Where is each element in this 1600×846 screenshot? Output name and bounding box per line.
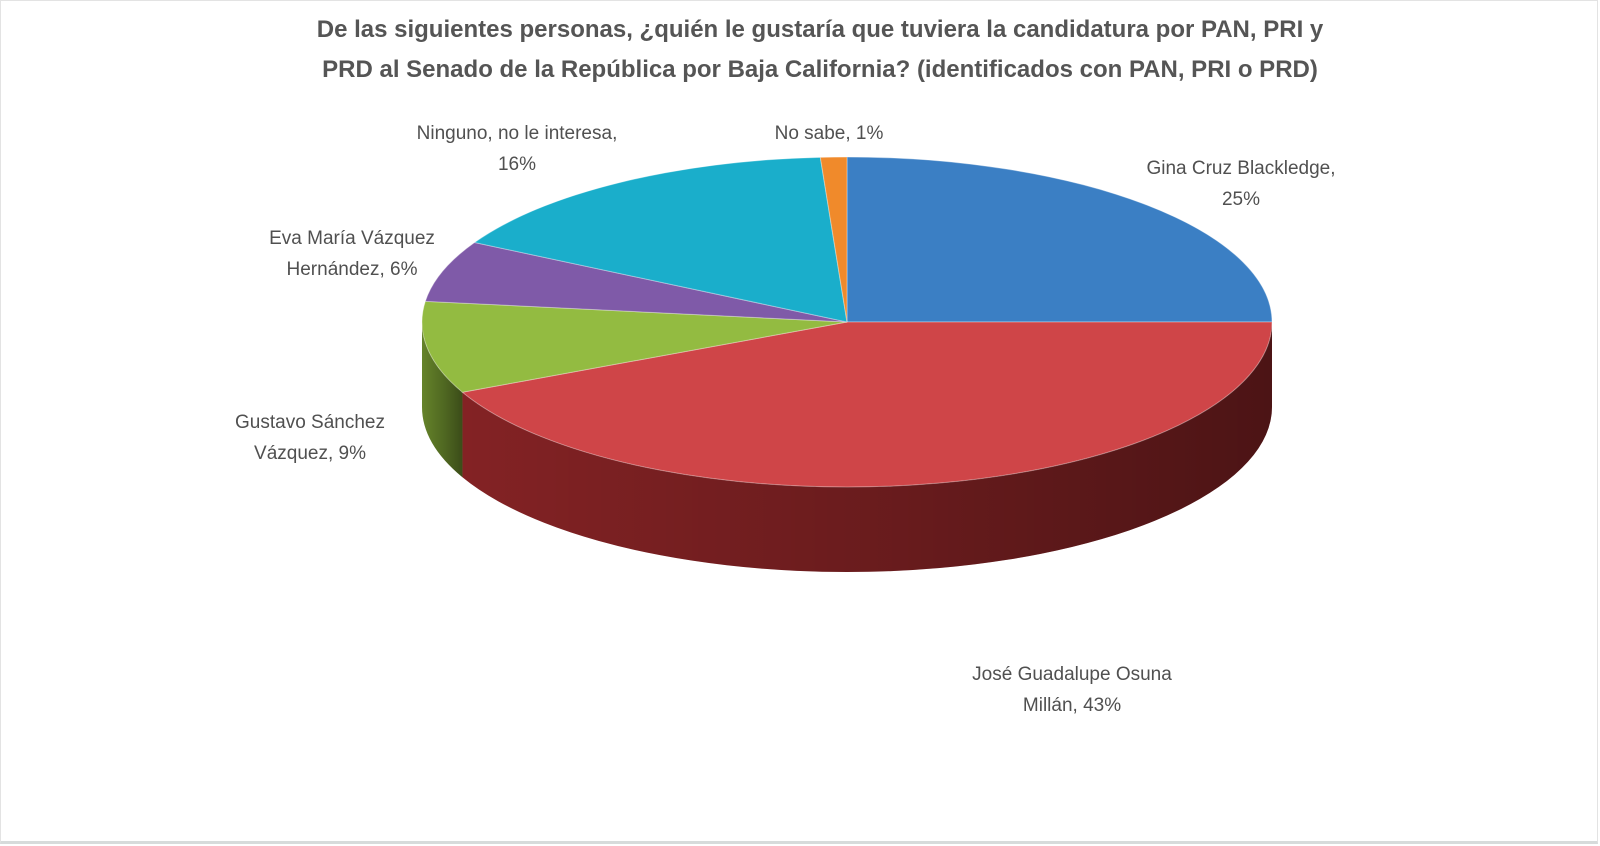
pie-slice-gina-cruz-blackledge bbox=[846, 156, 1273, 323]
pie-slice-jos-guadalupe-osuna-mill-n bbox=[461, 321, 1273, 488]
slice-label-2: José Guadalupe Osuna Millán, 43% bbox=[972, 664, 1172, 716]
pie-slice-gustavo-s-nchez-v-zquez bbox=[421, 300, 848, 393]
slice-label-4-line-2: Hernández, 6% bbox=[287, 259, 418, 280]
slice-label-2-line-2: Millán, 43% bbox=[1023, 695, 1121, 716]
slice-label-5-line-1: Ninguno, no le interesa, bbox=[417, 123, 618, 144]
slice-label-5: Ninguno, no le interesa, 16% bbox=[417, 123, 618, 175]
slice-label-1-line-2: 25% bbox=[1222, 189, 1260, 210]
slice-label-3-line-2: Vázquez, 9% bbox=[254, 443, 366, 464]
slice-label-4: Eva María Vázquez Hernández, 6% bbox=[269, 228, 435, 280]
pie-slice-ninguno-no-le-interesa bbox=[473, 156, 848, 323]
slice-label-1: Gina Cruz Blackledge, 25% bbox=[1146, 158, 1335, 210]
slice-label-6-line-1: No sabe, 1% bbox=[775, 123, 884, 144]
chart-title-line-1: De las siguientes personas, ¿quién le gu… bbox=[316, 16, 1324, 43]
slice-label-3-line-1: Gustavo Sánchez bbox=[235, 412, 385, 433]
slice-label-2-line-1: José Guadalupe Osuna bbox=[972, 664, 1172, 685]
pie-side-layer bbox=[422, 322, 1272, 572]
slice-label-1-line-1: Gina Cruz Blackledge, bbox=[1146, 158, 1335, 179]
pie-side-shade-3 bbox=[422, 322, 463, 478]
pie-slice-eva-mar-a-v-zquez-hern-ndez bbox=[424, 241, 848, 323]
pie-top-layer bbox=[421, 156, 1273, 488]
pie-slice-no-sabe bbox=[819, 156, 848, 323]
chart-title: De las siguientes personas, ¿quién le gu… bbox=[260, 10, 1380, 90]
slice-label-5-line-2: 16% bbox=[498, 154, 536, 175]
chart-title-line-2: PRD al Senado de la República por Baja C… bbox=[322, 56, 1318, 83]
pie-label-layer: Gina Cruz Blackledge, 25% José Guadalupe O… bbox=[235, 123, 1336, 716]
slice-label-6: No sabe, 1% bbox=[775, 123, 884, 144]
slice-label-3: Gustavo Sánchez Vázquez, 9% bbox=[235, 412, 385, 464]
slice-label-4-line-1: Eva María Vázquez bbox=[269, 228, 435, 249]
pie-side-shade-2 bbox=[462, 322, 1272, 572]
